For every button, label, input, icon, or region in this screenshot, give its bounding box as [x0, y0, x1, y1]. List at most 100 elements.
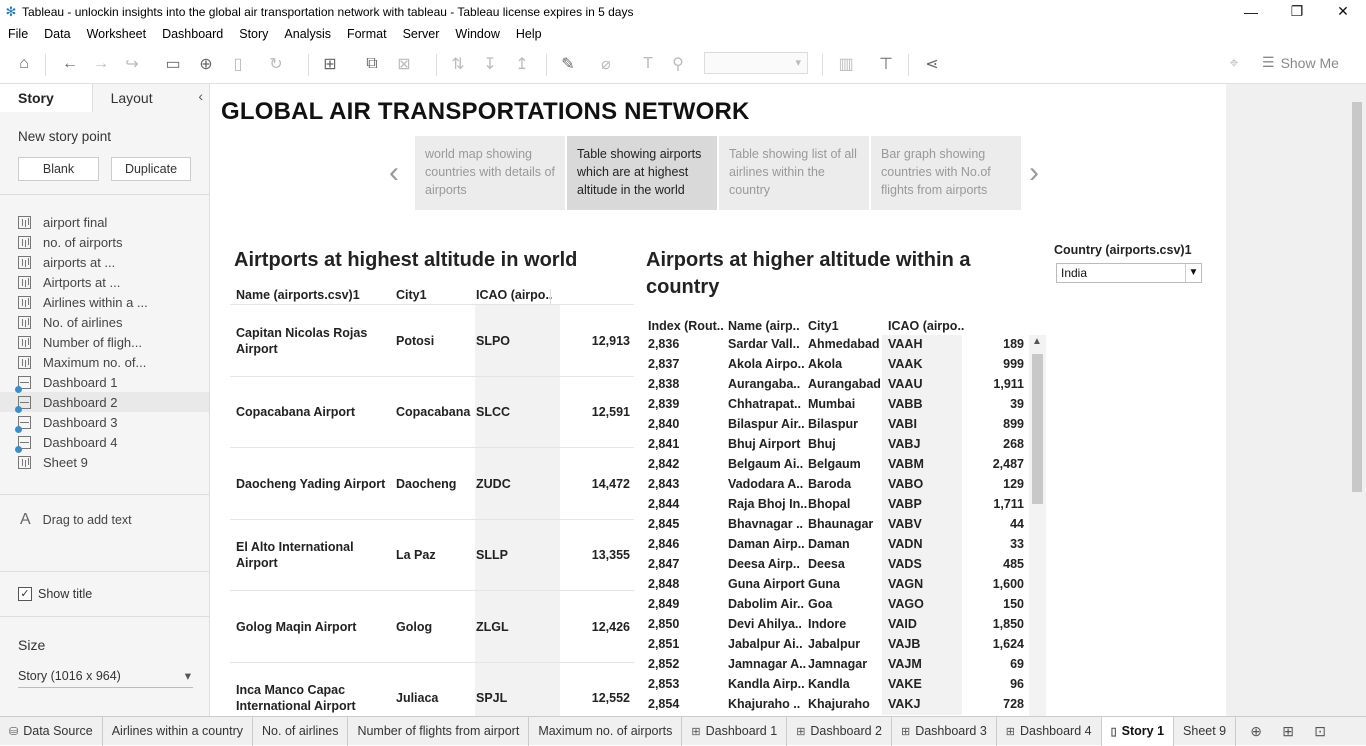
sheet-tab[interactable]: ⊞ Dashboard 2	[787, 716, 892, 746]
table-row[interactable]: 2,853 Kandla Airp.. Kandla VAKE 96	[642, 675, 1029, 695]
table-row[interactable]: 2,841 Bhuj Airport Bhuj VABJ 268	[642, 435, 1029, 455]
undo-icon[interactable]: ←	[62, 55, 78, 72]
column-header-city[interactable]: City1	[808, 319, 839, 333]
table-row[interactable]: 2,844 Raja Bhoj In.. Bhopal VABP 1,711	[642, 495, 1029, 515]
sheet-list-item[interactable]: Sheet 9	[0, 452, 209, 472]
new-story-icon[interactable]: ⊡	[1314, 722, 1326, 739]
menu-help[interactable]: Help	[515, 26, 542, 41]
story-point-1[interactable]: world map showing countries with details…	[415, 136, 565, 210]
highlight-icon[interactable]: ✎	[561, 56, 575, 73]
save-icon[interactable]: ▭	[165, 56, 181, 73]
table-row[interactable]: El Alto International Airport La Paz SLLP 1…	[230, 518, 634, 591]
sheet-tab[interactable]: Number of flights from airport	[348, 716, 530, 746]
table-row[interactable]: 2,846 Daman Airp.. Daman VADN 33	[642, 535, 1029, 555]
column-header-name[interactable]: Name (airports.csv)1	[236, 288, 360, 302]
sheet-list-item[interactable]: Dashboard 1	[0, 372, 209, 393]
format-painter-icon[interactable]: ⌖	[1229, 55, 1239, 72]
sheet-tab[interactable]: ⊞ Dashboard 3	[892, 716, 997, 746]
table-row[interactable]: 2,845 Bhavnagar .. Bhaunagar VABV 44	[642, 515, 1029, 535]
column-header-icao[interactable]: ICAO (airpo..	[888, 319, 965, 333]
group-members-icon[interactable]: ⌀	[601, 56, 611, 73]
sheet-tab[interactable]: Airlines within a country	[103, 716, 254, 746]
show-mark-labels-icon[interactable]: T	[643, 55, 653, 72]
main-scrollbar[interactable]	[1348, 84, 1366, 716]
sheet-tab[interactable]: Sheet 9	[1174, 716, 1237, 746]
scroll-thumb[interactable]	[1352, 102, 1362, 492]
sheet-list-item[interactable]: Dashboard 3	[0, 412, 209, 433]
minimize-icon[interactable]: —	[1244, 3, 1258, 20]
refresh-icon[interactable]: ↻	[269, 56, 283, 73]
menu-data[interactable]: Data	[44, 26, 71, 41]
menu-worksheet[interactable]: Worksheet	[86, 26, 147, 41]
blank-button[interactable]: Blank	[18, 157, 99, 181]
home-icon[interactable]: ⌂	[19, 55, 29, 72]
menu-analysis[interactable]: Analysis	[284, 26, 331, 41]
menu-file[interactable]: File	[8, 26, 29, 41]
right-table-scrollbar[interactable]: ▲	[1029, 335, 1046, 716]
story-point-3[interactable]: Table showing list of all airlines withi…	[719, 136, 869, 210]
menu-story[interactable]: Story	[239, 26, 269, 41]
country-filter-dropdown[interactable]: India ▼	[1056, 263, 1202, 283]
show-title-option[interactable]: ✓ Show title	[18, 587, 92, 601]
menu-server[interactable]: Server	[402, 26, 440, 41]
sort-descending-icon[interactable]: ↥	[515, 56, 529, 73]
sheet-tab[interactable]: ⊞ Dashboard 1	[682, 716, 788, 746]
menu-format[interactable]: Format	[346, 26, 387, 41]
collapse-sidebar-icon[interactable]: ‹	[198, 88, 203, 104]
table-row[interactable]: 2,836 Sardar Vall.. Ahmedabad VAAH 189	[642, 335, 1029, 355]
tab-layout[interactable]: Layout	[91, 84, 209, 112]
table-row[interactable]: Inca Manco Capac International Airport Ju…	[230, 661, 634, 716]
pause-updates-icon[interactable]: ▯	[233, 56, 243, 73]
table-row[interactable]: Capitan Nicolas Rojas Airport Potosi SLPO 1…	[230, 304, 634, 376]
sheet-list-item[interactable]: Dashboard 4	[0, 432, 209, 453]
table-row[interactable]: 2,840 Bilaspur Air.. Bilaspur VABI 899	[642, 415, 1029, 435]
menu-dashboard[interactable]: Dashboard	[162, 26, 224, 41]
size-dropdown[interactable]: Story (1016 x 964)	[18, 666, 193, 688]
new-dashboard-icon[interactable]: ⊞	[1282, 722, 1294, 739]
sheet-list-item[interactable]: Airtports at ...	[0, 272, 209, 292]
duplicate-sheet-icon[interactable]: ⧉	[366, 55, 378, 72]
table-row[interactable]: 2,837 Akola Airpo.. Akola VAAK 999	[642, 355, 1029, 375]
table-row[interactable]: 2,851 Jabalpur Ai.. Jabalpur VAJB 1,624	[642, 635, 1029, 655]
new-worksheet-icon[interactable]: ⊞	[323, 56, 337, 73]
new-worksheet-icon[interactable]: ⊕	[1250, 722, 1262, 739]
close-icon[interactable]: ✕	[1337, 3, 1349, 19]
tab-story[interactable]: Story	[0, 84, 92, 112]
sheet-list-item[interactable]: no. of airports	[0, 232, 209, 252]
table-row[interactable]: 2,850 Devi Ahilya.. Indore VAID 1,850	[642, 615, 1029, 635]
scroll-thumb[interactable]	[1032, 354, 1043, 504]
new-data-source-icon[interactable]: ⊕	[199, 56, 213, 73]
sheet-tab[interactable]: ⛁ Data Source	[0, 716, 103, 746]
sheet-list-item[interactable]: airports at ...	[0, 252, 209, 272]
column-header-index[interactable]: Index (Rout..	[648, 319, 724, 333]
table-row[interactable]: 2,854 Khajuraho .. Khajuraho VAKJ 728	[642, 695, 1029, 715]
table-row[interactable]: 2,843 Vadodara A.. Baroda VABO 129	[642, 475, 1029, 495]
table-row[interactable]: 2,838 Aurangaba.. Aurangabad VAAU 1,911	[642, 375, 1029, 395]
swap-rows-columns-icon[interactable]: ⇅	[451, 56, 465, 73]
column-header-city[interactable]: City1	[396, 288, 427, 302]
column-header-name[interactable]: Name (airp..	[728, 319, 800, 333]
column-header-icao[interactable]: ICAO (airpo..	[476, 288, 553, 302]
sheet-list-item[interactable]: Maximum no. of...	[0, 352, 209, 372]
sheet-list-item[interactable]: No. of airlines	[0, 312, 209, 332]
chevron-down-icon[interactable]: ▼	[1185, 264, 1201, 282]
sheet-tab[interactable]: ▯ Story 1	[1101, 716, 1175, 746]
table-row[interactable]: 2,852 Jamnagar A.. Jamnagar VAJM 69	[642, 655, 1029, 675]
next-story-point-icon[interactable]: ›	[1029, 156, 1039, 189]
sheet-list-item[interactable]: Number of fligh...	[0, 332, 209, 352]
sheet-tab[interactable]: No. of airlines	[253, 716, 349, 746]
clear-sheet-icon[interactable]: ⊠	[397, 56, 411, 73]
sort-ascending-icon[interactable]: ↧	[483, 56, 497, 73]
show-me-button[interactable]: ☰ Show Me	[1262, 54, 1339, 71]
share-icon[interactable]: ⋖	[925, 56, 939, 73]
presentation-mode-icon[interactable]: ⊤	[879, 56, 893, 73]
fix-axes-icon[interactable]: ⚲	[672, 56, 684, 73]
drag-text-object[interactable]: A Drag to add text	[20, 511, 132, 529]
replay-icon[interactable]: ↪	[125, 56, 139, 73]
duplicate-button[interactable]: Duplicate	[111, 157, 191, 181]
table-row[interactable]: 2,842 Belgaum Ai.. Belgaum VABM 2,487	[642, 455, 1029, 475]
table-row[interactable]: Copacabana Airport Copacabana SLCC 12,591	[230, 375, 634, 448]
scroll-up-icon[interactable]: ▲	[1032, 336, 1042, 347]
sheet-list-item[interactable]: Dashboard 2	[0, 392, 209, 413]
fit-dropdown[interactable]	[704, 52, 808, 74]
